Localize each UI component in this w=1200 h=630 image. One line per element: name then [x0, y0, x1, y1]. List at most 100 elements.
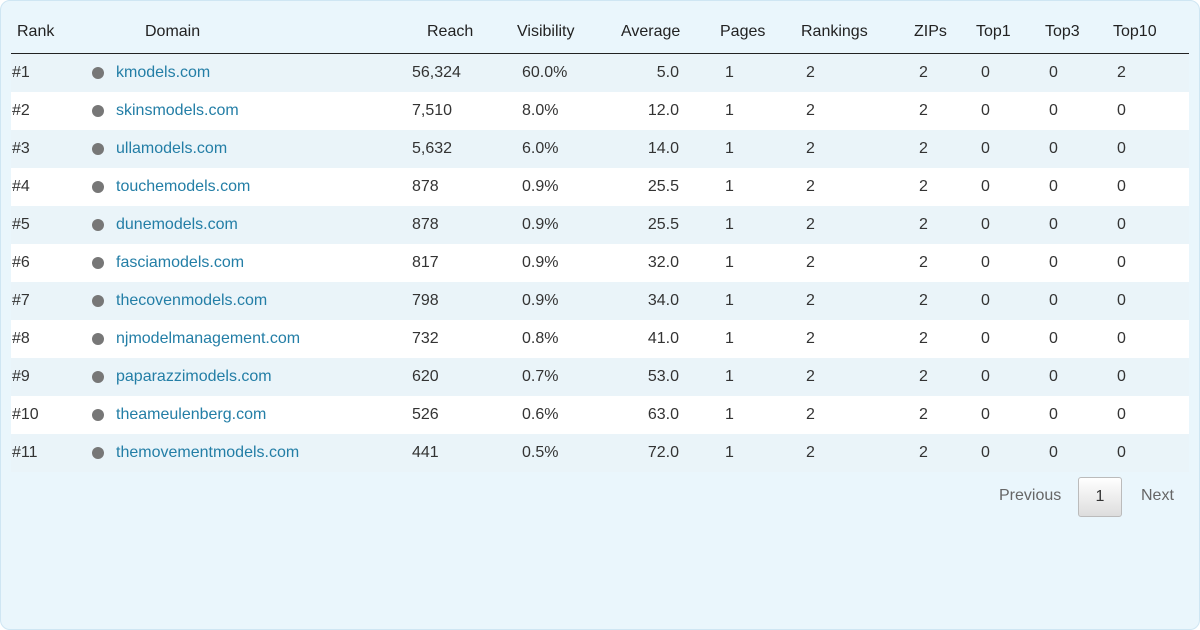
top1-cell: 0: [981, 140, 990, 157]
favicon: [92, 143, 104, 155]
top1-cell: 0: [981, 330, 990, 347]
next-button[interactable]: Next: [1141, 487, 1174, 504]
top3-cell: 0: [1049, 216, 1058, 233]
top10-cell: 0: [1117, 140, 1126, 157]
reach-cell: 732: [412, 330, 439, 347]
average-cell: 25.5: [647, 178, 679, 195]
header-rule: [11, 53, 1189, 54]
pages-cell: 1: [725, 140, 734, 157]
visibility-cell: 0.5%: [522, 444, 559, 461]
top3-cell: 0: [1049, 368, 1058, 385]
column-header: Top1: [976, 23, 1011, 40]
visibility-cell: 0.6%: [522, 406, 559, 423]
column-header: ZIPs: [914, 23, 947, 40]
rank-cell: #4: [12, 178, 30, 195]
top10-cell: 0: [1117, 216, 1126, 233]
rankings-cell: 2: [806, 102, 815, 119]
domain-cell[interactable]: fasciamodels.com: [116, 254, 245, 271]
rank-cell: #6: [12, 254, 30, 271]
average-cell: 41.0: [647, 330, 679, 347]
pages-cell: 1: [725, 406, 734, 423]
domain-cell[interactable]: skinsmodels.com: [116, 102, 239, 119]
reach-cell: 817: [412, 254, 439, 271]
domain-cell[interactable]: kmodels.com: [116, 64, 211, 81]
rankings-cell: 2: [806, 292, 815, 309]
rankings-cell: 2: [806, 444, 815, 461]
domain-cell[interactable]: paparazzimodels.com: [116, 368, 272, 385]
rankings-cell: 2: [806, 406, 815, 423]
rank-cell: #3: [12, 140, 30, 157]
top1-cell: 0: [981, 254, 990, 271]
table-row: [11, 358, 1189, 396]
rankings-cell: 2: [806, 330, 815, 347]
domain-cell[interactable]: touchemodels.com: [116, 178, 251, 195]
pages-cell: 1: [725, 292, 734, 309]
rankings-cell: 2: [806, 140, 815, 157]
visibility-cell: 0.9%: [522, 254, 559, 271]
top10-cell: 2: [1117, 64, 1126, 81]
column-header: Rankings: [801, 23, 868, 40]
previous-button[interactable]: Previous: [999, 487, 1062, 504]
average-cell: 34.0: [647, 292, 679, 309]
pages-cell: 1: [725, 330, 734, 347]
visibility-cell: 8.0%: [522, 102, 559, 119]
average-cell: 12.0: [647, 102, 679, 119]
table-row: [11, 396, 1189, 434]
rank-cell: #7: [12, 292, 30, 309]
top3-cell: 0: [1049, 444, 1058, 461]
top1-cell: 0: [981, 64, 990, 81]
column-header: Top3: [1045, 23, 1080, 40]
pages-cell: 1: [725, 254, 734, 271]
rank-cell: #5: [12, 216, 30, 233]
zips-cell: 2: [919, 444, 928, 461]
rank-cell: #11: [12, 444, 38, 461]
top10-cell: 0: [1117, 254, 1126, 271]
rank-cell: #2: [12, 102, 30, 119]
average-cell: 25.5: [647, 216, 679, 233]
top10-cell: 0: [1117, 178, 1126, 195]
zips-cell: 2: [919, 64, 928, 81]
favicon: [92, 409, 104, 421]
favicon: [92, 295, 104, 307]
rankings-cell: 2: [806, 216, 815, 233]
visibility-cell: 6.0%: [522, 140, 559, 157]
favicon: [92, 181, 104, 193]
column-header: Average: [621, 23, 681, 40]
domain-cell[interactable]: theameulenberg.com: [116, 406, 267, 423]
top3-cell: 0: [1049, 254, 1058, 271]
column-header: Reach: [427, 23, 474, 40]
reach-cell: 798: [412, 292, 439, 309]
domain-cell[interactable]: njmodelmanagement.com: [116, 330, 301, 347]
page-button[interactable]: 1: [1078, 477, 1122, 517]
domain-cell[interactable]: themovementmodels.com: [116, 444, 300, 461]
favicon: [92, 333, 104, 345]
rank-cell: #8: [12, 330, 30, 347]
reach-cell: 441: [412, 444, 439, 461]
pages-cell: 1: [725, 64, 734, 81]
rank-cell: #10: [12, 406, 39, 423]
zips-cell: 2: [919, 140, 928, 157]
domain-cell[interactable]: ullamodels.com: [116, 140, 228, 157]
zips-cell: 2: [919, 292, 928, 309]
reach-cell: 56,324: [412, 64, 461, 81]
top1-cell: 0: [981, 292, 990, 309]
visibility-cell: 0.9%: [522, 178, 559, 195]
top10-cell: 0: [1117, 102, 1126, 119]
pages-cell: 1: [725, 102, 734, 119]
zips-cell: 2: [919, 102, 928, 119]
favicon: [92, 67, 104, 79]
table-row: [11, 206, 1189, 244]
domain-cell[interactable]: thecovenmodels.com: [116, 292, 268, 309]
table-row: [11, 320, 1189, 358]
domain-cell[interactable]: dunemodels.com: [116, 216, 238, 233]
top3-cell: 0: [1049, 64, 1058, 81]
favicon: [92, 371, 104, 383]
top1-cell: 0: [981, 444, 990, 461]
top1-cell: 0: [981, 178, 990, 195]
top1-cell: 0: [981, 102, 990, 119]
reach-cell: 620: [412, 368, 439, 385]
visibility-cell: 0.9%: [522, 292, 559, 309]
top3-cell: 0: [1049, 140, 1058, 157]
table-row: [11, 244, 1189, 282]
